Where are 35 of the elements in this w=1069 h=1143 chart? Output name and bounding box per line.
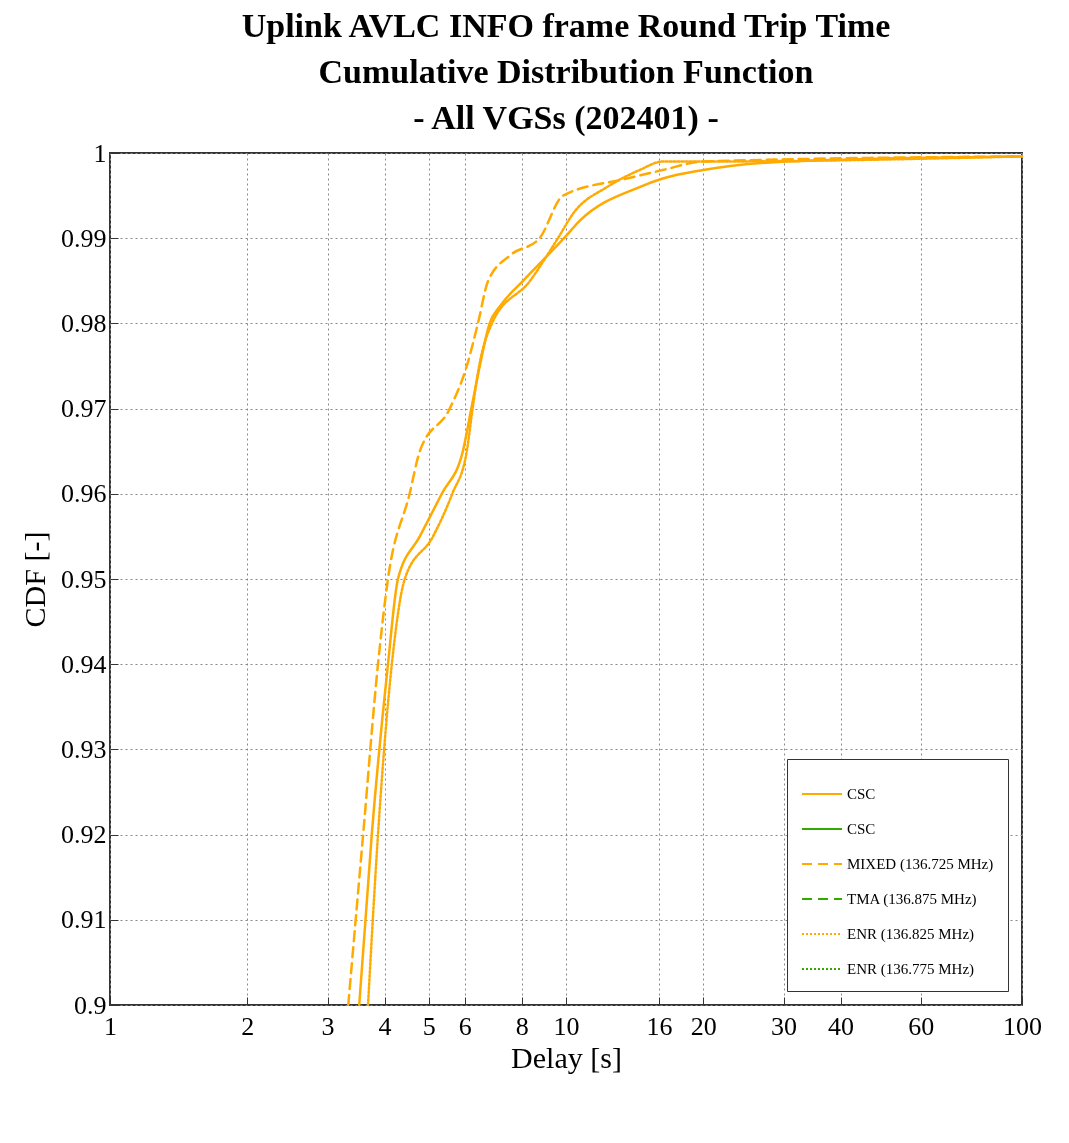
x-tick-label: 5 (422, 1011, 436, 1041)
x-tick-label: 20 (690, 1011, 717, 1041)
y-tick-label: 0.97 (61, 394, 107, 424)
y-tick-label: 0.91 (61, 905, 107, 935)
legend-label: MIXED (136.725 MHz) (847, 856, 994, 873)
y-tick-label: 0.9 (74, 990, 107, 1020)
legend-label: CSC (847, 786, 876, 802)
text: - All VGSs (202401) - (413, 99, 719, 136)
x-tick-label: 6 (458, 1011, 472, 1041)
x-tick-label: 8 (515, 1011, 529, 1041)
y-tick-label: 0.95 (61, 564, 107, 594)
y-axis-title: CDF [-] (18, 531, 51, 628)
y-tick-label: 0.96 (61, 479, 107, 509)
x-tick-label: 30 (771, 1011, 798, 1041)
y-tick-label: 0.98 (61, 308, 107, 338)
legend-label: ENR (136.775 MHz) (847, 961, 975, 978)
x-tick-label: 40 (828, 1011, 855, 1041)
y-tick-label: 0.99 (61, 223, 107, 253)
x-tick-label: 16 (646, 1011, 673, 1041)
x-tick-label: 2 (241, 1011, 255, 1041)
x-axis-title: Delay [s] (511, 1040, 622, 1074)
x-tick-label: 100 (1003, 1011, 1042, 1041)
legend-label: ENR (136.825 MHz) (847, 926, 975, 943)
text: Cumulative Distribution Function (318, 53, 814, 90)
x-tick-label: 60 (908, 1011, 935, 1041)
x-tick-label: 3 (321, 1011, 335, 1041)
y-tick-label: 0.93 (61, 734, 107, 764)
y-tick-label: 0.92 (61, 820, 107, 850)
x-tick-label: 4 (378, 1011, 392, 1041)
legend-label: TMA (136.875 MHz) (847, 891, 977, 908)
x-tick-label: 10 (553, 1011, 580, 1041)
y-tick-label: 1 (93, 138, 107, 168)
text: Uplink AVLC INFO frame Round Trip Time (241, 7, 891, 44)
y-tick-label: 0.94 (61, 649, 107, 679)
legend-label: CSC (847, 821, 876, 837)
